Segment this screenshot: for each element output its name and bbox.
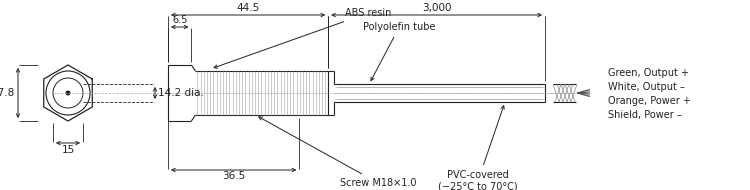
Text: Green, Output +
White, Output –: Green, Output + White, Output – — [608, 68, 689, 92]
Text: PVC-covered
(−25°C to 70°C): PVC-covered (−25°C to 70°C) — [438, 106, 518, 190]
Text: 3,000: 3,000 — [422, 3, 452, 13]
Text: ABS resin: ABS resin — [214, 8, 392, 68]
Text: Orange, Power +
Shield, Power –: Orange, Power + Shield, Power – — [608, 96, 691, 120]
Text: Polyolefin tube: Polyolefin tube — [363, 22, 436, 81]
Circle shape — [66, 91, 70, 95]
Text: 14.2 dia.: 14.2 dia. — [158, 88, 204, 98]
Text: 6.5: 6.5 — [172, 15, 188, 25]
Text: 17.8: 17.8 — [0, 88, 15, 98]
Text: 15: 15 — [62, 145, 74, 155]
Text: 36.5: 36.5 — [222, 171, 245, 181]
Text: 44.5: 44.5 — [236, 3, 260, 13]
Text: Screw M18×1.0: Screw M18×1.0 — [259, 117, 416, 188]
